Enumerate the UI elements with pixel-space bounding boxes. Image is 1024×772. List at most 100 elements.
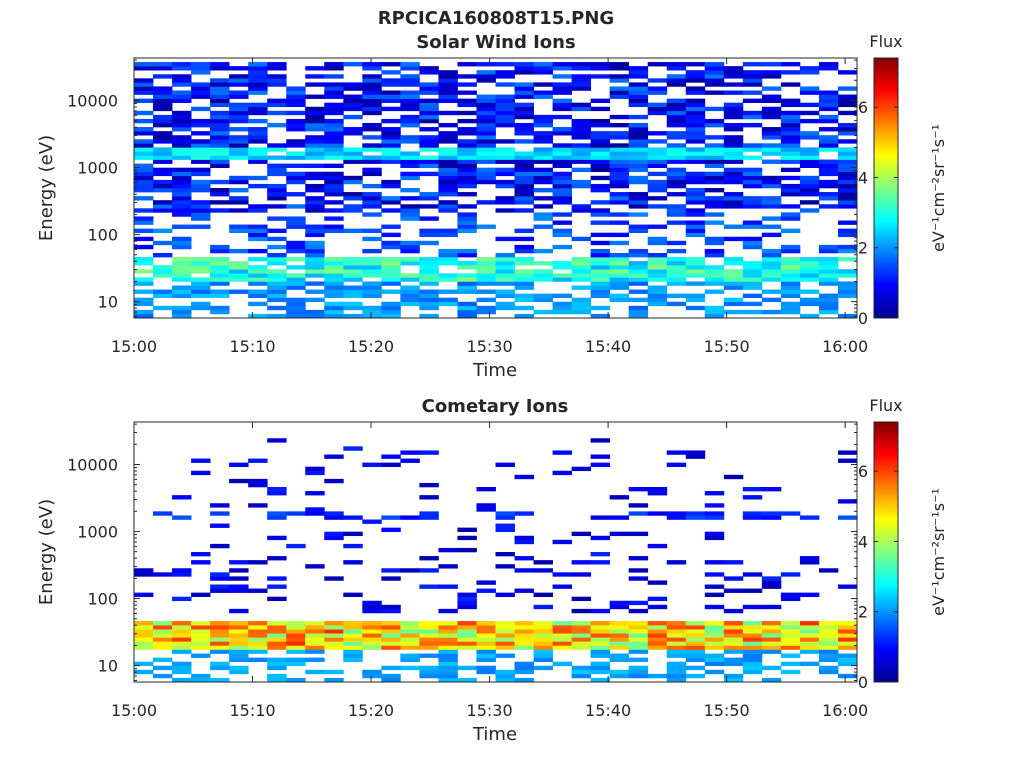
heatmap-cell: [229, 102, 249, 108]
heatmap-cell: [267, 236, 287, 242]
heatmap-cell: [609, 495, 630, 500]
heatmap-cell: [210, 281, 230, 286]
heatmap-cell: [761, 74, 782, 79]
heatmap-cell: [514, 641, 534, 646]
heatmap-cell: [134, 236, 154, 242]
heatmap-cell: [267, 673, 287, 679]
x-axis-label: Time: [472, 724, 517, 745]
heatmap-cell: [381, 179, 401, 185]
x-tick-label: 15:20: [348, 337, 394, 356]
heatmap-cell: [723, 70, 744, 75]
heatmap-cell: [552, 220, 573, 225]
heatmap-cell: [514, 305, 534, 311]
heatmap-cell: [324, 669, 344, 675]
heatmap-cell: [457, 277, 477, 282]
heatmap-cell: [685, 200, 706, 205]
heatmap-cell: [628, 123, 649, 128]
heatmap-cell: [818, 94, 839, 99]
heatmap-cell: [305, 66, 325, 71]
heatmap-cell: [191, 179, 211, 185]
heatmap-cell: [780, 273, 801, 278]
heatmap-cell: [628, 82, 649, 87]
heatmap-cell: [609, 653, 630, 658]
heatmap-cell: [704, 572, 725, 577]
heatmap-cell: [552, 661, 573, 667]
heatmap-cell: [343, 196, 363, 201]
heatmap-cell: [533, 248, 553, 254]
heatmap-cell: [666, 143, 687, 148]
heatmap-cell: [685, 179, 706, 185]
heatmap-cell: [191, 285, 211, 290]
heatmap-cell: [400, 273, 420, 278]
x-axis: 15:00 15:10 15:20 15:30 15:40 15:50 16:00: [111, 422, 868, 720]
heatmap-cell: [267, 204, 287, 209]
heatmap-cell: [362, 462, 382, 467]
heatmap-cell: [457, 305, 477, 311]
heatmap-cell: [552, 633, 573, 638]
heatmap-cell: [476, 637, 496, 642]
heatmap-cell: [666, 110, 687, 116]
heatmap-cell: [780, 123, 801, 128]
heatmap-cell: [362, 645, 382, 650]
heatmap-cell: [609, 629, 630, 634]
heatmap-cell: [609, 167, 630, 173]
heatmap-cell: [590, 139, 611, 144]
heatmap-cell: [476, 621, 496, 626]
heatmap-cell: [780, 645, 801, 650]
heatmap-cell: [305, 257, 325, 262]
heatmap-cell: [362, 236, 382, 242]
heatmap-cell: [590, 106, 611, 112]
heatmap-cell: [229, 568, 249, 573]
heatmap-cell: [628, 289, 649, 294]
heatmap-cell: [552, 102, 573, 108]
heatmap-cell: [229, 155, 249, 160]
heatmap-cell: [780, 82, 801, 87]
heatmap-cell: [780, 228, 801, 233]
heatmap-cell: [438, 110, 458, 116]
heatmap-cell: [571, 560, 592, 565]
heatmap-cell: [210, 66, 230, 71]
heatmap-cell: [495, 208, 515, 213]
heatmap-cell: [229, 94, 249, 99]
heatmap-cell: [590, 143, 611, 148]
heatmap-cell: [590, 220, 611, 225]
heatmap-cell: [514, 106, 534, 112]
heatmap-cell: [210, 665, 230, 671]
heatmap-cell: [761, 131, 782, 136]
heatmap-cells: [134, 62, 858, 319]
heatmap-cell: [495, 196, 515, 201]
heatmap-cell: [761, 515, 782, 520]
heatmap-cell: [609, 74, 630, 79]
heatmap-cell: [457, 171, 477, 177]
heatmap-cell: [590, 552, 611, 557]
heatmap-cell: [286, 273, 306, 278]
heatmap-cell: [837, 163, 858, 168]
heatmap-cell: [172, 669, 192, 675]
heatmap-cell: [134, 301, 154, 307]
heatmap-cell: [305, 253, 325, 258]
heatmap-cell: [172, 625, 192, 630]
heatmap-cell: [305, 228, 325, 233]
heatmap-cell: [400, 151, 420, 156]
heatmap-cell: [609, 183, 630, 189]
heatmap-cell: [514, 621, 534, 626]
heatmap-cell: [400, 208, 420, 213]
heatmap-cell: [305, 106, 325, 112]
heatmap-cell: [647, 604, 668, 610]
heatmap-cell: [742, 147, 763, 152]
heatmap-cell: [362, 519, 382, 524]
heatmap-cell: [381, 135, 401, 140]
heatmap-cell: [248, 127, 268, 132]
heatmap-cell: [153, 66, 173, 71]
heatmap-cell: [514, 94, 534, 99]
heatmap-cell: [647, 269, 668, 274]
heatmap-cell: [818, 629, 839, 634]
heatmap-cell: [324, 216, 344, 221]
heatmap-cell: [305, 232, 325, 238]
heatmap-cell: [590, 305, 611, 311]
heatmap-cell: [514, 139, 534, 144]
heatmap-cell: [362, 110, 382, 116]
heatmap-cell: [685, 192, 706, 197]
heatmap-cell: [628, 200, 649, 205]
heatmap-cell: [647, 285, 668, 290]
